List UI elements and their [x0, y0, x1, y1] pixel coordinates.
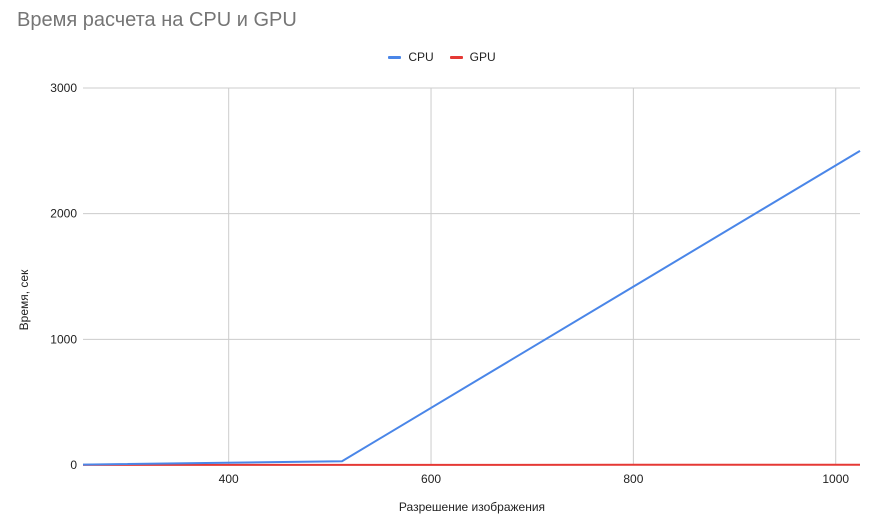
- legend: CPU GPU: [0, 50, 884, 64]
- y-tick-label: 2000: [50, 207, 77, 221]
- x-tick-label: 600: [421, 472, 441, 486]
- cpu-swatch-icon: [388, 55, 402, 59]
- gpu-swatch-icon: [449, 55, 463, 59]
- legend-label-gpu: GPU: [469, 50, 496, 64]
- chart-title: Время расчета на CPU и GPU: [17, 9, 297, 31]
- x-axis-label: Разрешение изображения: [398, 500, 546, 514]
- y-tick-label: 0: [70, 458, 77, 472]
- series-line-cpu[interactable]: [82, 149, 861, 466]
- legend-item-gpu[interactable]: GPU: [449, 50, 496, 64]
- x-tick-label: 1000: [822, 472, 849, 486]
- y-tick-label: 1000: [50, 332, 77, 346]
- x-tick-label: 400: [219, 472, 239, 486]
- legend-item-cpu[interactable]: CPU: [388, 50, 434, 64]
- legend-label-cpu: CPU: [408, 50, 434, 64]
- x-tick-label: 800: [623, 472, 643, 486]
- y-tick-label: 3000: [50, 81, 77, 95]
